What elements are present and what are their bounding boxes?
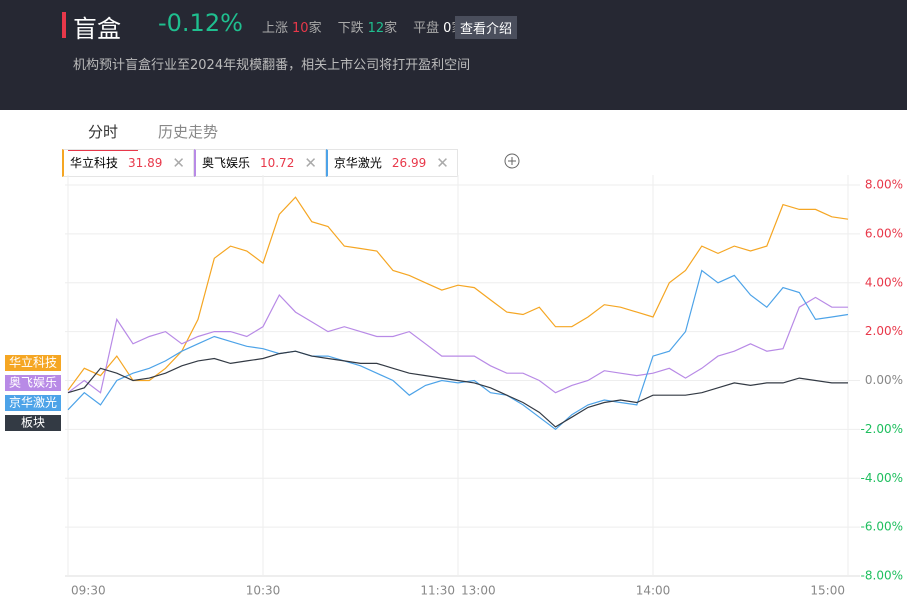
tab[interactable]: 分时 <box>68 118 139 151</box>
legend-swatch <box>5 415 61 431</box>
x-tick-label: 15:00 <box>810 584 845 598</box>
x-tick-label: 10:30 <box>246 584 281 598</box>
stat-label: 平盘 <box>413 21 440 36</box>
change: -0.12% <box>158 9 243 37</box>
stat-count: 12 <box>367 21 385 36</box>
y-tick-label: -8.00% <box>861 569 903 583</box>
intro-button[interactable]: 查看介绍 <box>455 16 518 39</box>
stat-label: 下跌 <box>337 21 364 36</box>
legend-label: 华立科技 <box>9 355 57 370</box>
remove-icon[interactable]: ✕ <box>172 154 185 172</box>
stat: 下跌 12家 <box>338 17 398 36</box>
stock-name: 奥飞娱乐 <box>201 156 250 170</box>
legend-label: 奥飞娱乐 <box>9 376 57 390</box>
stock-chips: 华立科技 31.89 ✕ 奥飞娱乐 10.72 ✕ 京华激光 26.99 ✕ <box>62 149 458 177</box>
y-tick-label: 0.00% <box>865 373 903 387</box>
series-line <box>67 350 848 428</box>
stat-count: 0 <box>443 21 452 36</box>
stock-name: 华立科技 <box>70 156 119 170</box>
y-tick-label: 8.00% <box>865 178 903 192</box>
legend-swatch <box>5 395 61 411</box>
y-tick-label: 4.00% <box>865 275 903 289</box>
x-tick-label: 11:30 <box>420 584 455 598</box>
subtitle: 机构预计盲盒行业至2024年规模翻番，相关上市公司将打开盈利空间 <box>73 58 471 73</box>
stock-price: 31.89 <box>128 156 163 170</box>
y-tick-label: 2.00% <box>865 324 903 338</box>
x-tick-label: 13:00 <box>461 584 496 598</box>
stock-chip: 京华激光 26.99 ✕ <box>325 149 458 177</box>
legend-label: 板块 <box>21 416 45 430</box>
stat-count: 10 <box>292 21 309 36</box>
add-icon[interactable] <box>504 153 520 169</box>
accent <box>62 12 66 38</box>
stat: 上涨 10家 <box>262 17 322 36</box>
legend-label: 京华激光 <box>9 396 57 410</box>
stock-chip: 奥飞娱乐 10.72 ✕ <box>193 149 326 177</box>
header: 盲盒 -0.12% 上涨10家下跌12家平盘0家 查看介绍 机构预计盲盒行业至2… <box>0 0 907 110</box>
stock-chip: 华立科技 31.89 ✕ <box>62 149 194 177</box>
y-tick-label: -4.00% <box>861 471 903 485</box>
stock-name: 京华激光 <box>333 156 382 170</box>
series-line <box>67 196 849 391</box>
tab[interactable]: 历史走势 <box>158 123 219 141</box>
y-tick-label: -2.00% <box>861 422 903 436</box>
series-line <box>67 293 848 394</box>
legend-swatch <box>5 375 61 391</box>
x-tick-label: 09:30 <box>71 584 106 598</box>
legend-swatch <box>5 355 61 371</box>
stock-price: 10.72 <box>259 156 295 170</box>
add-icon-plus <box>508 157 516 165</box>
remove-icon[interactable]: ✕ <box>436 154 449 172</box>
y-tick-label: -6.00% <box>861 520 903 534</box>
stat-unit: 家 <box>308 21 322 36</box>
stock-price: 26.99 <box>391 156 427 170</box>
title: 盲盒 <box>73 15 121 43</box>
series-line <box>67 269 849 431</box>
tabs: 分时 历史走势 <box>68 118 238 151</box>
y-tick-label: 6.00% <box>865 226 903 240</box>
stat-unit: 家 <box>384 21 398 36</box>
x-tick-label: 14:00 <box>636 584 671 598</box>
remove-icon[interactable]: ✕ <box>304 154 317 172</box>
stat-label: 上涨 <box>262 21 289 36</box>
